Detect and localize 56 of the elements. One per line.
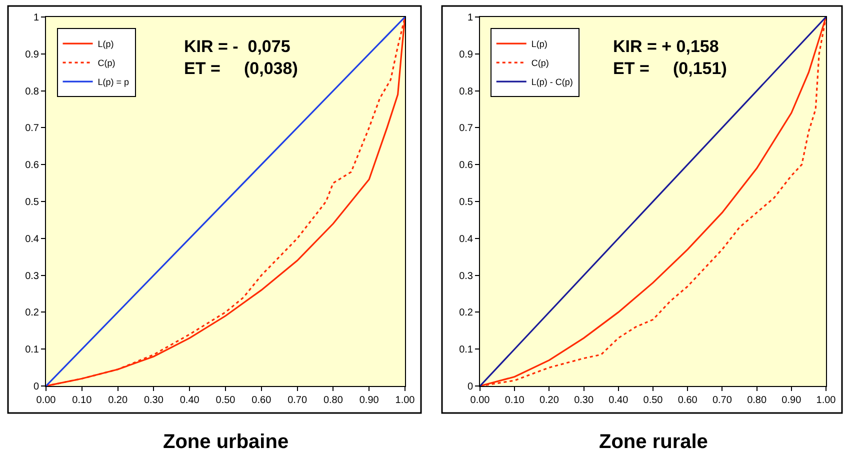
- x-tick-label: 0.30: [144, 395, 164, 406]
- annotation: KIR = + 0,158: [613, 37, 719, 56]
- y-tick-label: 0.2: [25, 308, 40, 319]
- x-tick-label: 0.90: [359, 395, 380, 406]
- x-tick-label: 0.90: [782, 395, 802, 406]
- x-tick-label: 0.50: [643, 395, 664, 406]
- x-tick-label: 0.40: [608, 395, 629, 406]
- y-tick-label: 0.1: [25, 344, 40, 356]
- y-tick-label: 1: [467, 12, 474, 24]
- y-tick-label: 0.5: [25, 197, 40, 208]
- x-tick-label: 0.10: [504, 395, 525, 406]
- y-tick-label: 0: [467, 382, 474, 392]
- annotation: KIR = - 0,075: [184, 37, 290, 56]
- text: Zone urbaine: [163, 431, 289, 453]
- text: Zone rurale: [599, 431, 708, 453]
- y-tick-label: 0.7: [459, 123, 474, 134]
- x-tick-label: 0.40: [180, 395, 200, 406]
- x-tick-label: 0.30: [574, 395, 594, 406]
- x-tick-label: 0.80: [747, 395, 767, 406]
- y-tick-label: 0.1: [459, 344, 474, 356]
- x-tick-label: 0.10: [72, 395, 92, 406]
- x-tick-label: 0.00: [36, 395, 56, 406]
- y-tick-label: 0.6: [459, 160, 474, 172]
- x-tick-label: 1.00: [395, 395, 416, 406]
- x-tick-label: 0.80: [323, 395, 344, 406]
- x-tick-label: 0.60: [678, 395, 698, 406]
- legend-label: L(p): [98, 39, 114, 50]
- x-tick-label: 0.50: [216, 395, 236, 406]
- legend-label: C(p): [531, 58, 549, 68]
- y-tick-label: 0.8: [25, 86, 40, 98]
- annotation: ET = (0,038): [184, 59, 298, 78]
- x-tick-label: 0.70: [288, 395, 308, 406]
- annotation: ET = (0,151): [613, 59, 727, 78]
- y-tick-label: 0.3: [459, 270, 474, 282]
- y-tick-label: 0: [33, 382, 40, 392]
- x-tick-label: 0.00: [470, 395, 490, 406]
- x-tick-label: 0.70: [712, 395, 732, 406]
- y-tick-label: 0.3: [25, 270, 40, 282]
- y-tick-label: 1: [33, 12, 40, 24]
- legend-label: L(p) - C(p): [531, 77, 573, 88]
- x-tick-label: 1.00: [816, 395, 836, 406]
- x-tick-label: 0.20: [108, 395, 128, 406]
- y-tick-label: 0.8: [459, 86, 474, 98]
- legend-label: L(p) = p: [98, 77, 130, 88]
- y-tick-label: 0.9: [459, 49, 474, 60]
- legend-label: C(p): [98, 58, 116, 68]
- y-tick-label: 0.9: [25, 49, 40, 60]
- y-tick-label: 0.7: [25, 123, 40, 134]
- y-tick-label: 0.2: [459, 308, 474, 319]
- x-tick-label: 0.60: [252, 395, 272, 406]
- y-tick-label: 0.4: [459, 234, 474, 245]
- y-tick-label: 0.4: [25, 234, 40, 245]
- x-tick-label: 0.20: [539, 395, 560, 406]
- y-tick-label: 0.6: [25, 160, 40, 172]
- y-tick-label: 0.5: [459, 197, 474, 208]
- legend-label: L(p): [531, 39, 548, 50]
